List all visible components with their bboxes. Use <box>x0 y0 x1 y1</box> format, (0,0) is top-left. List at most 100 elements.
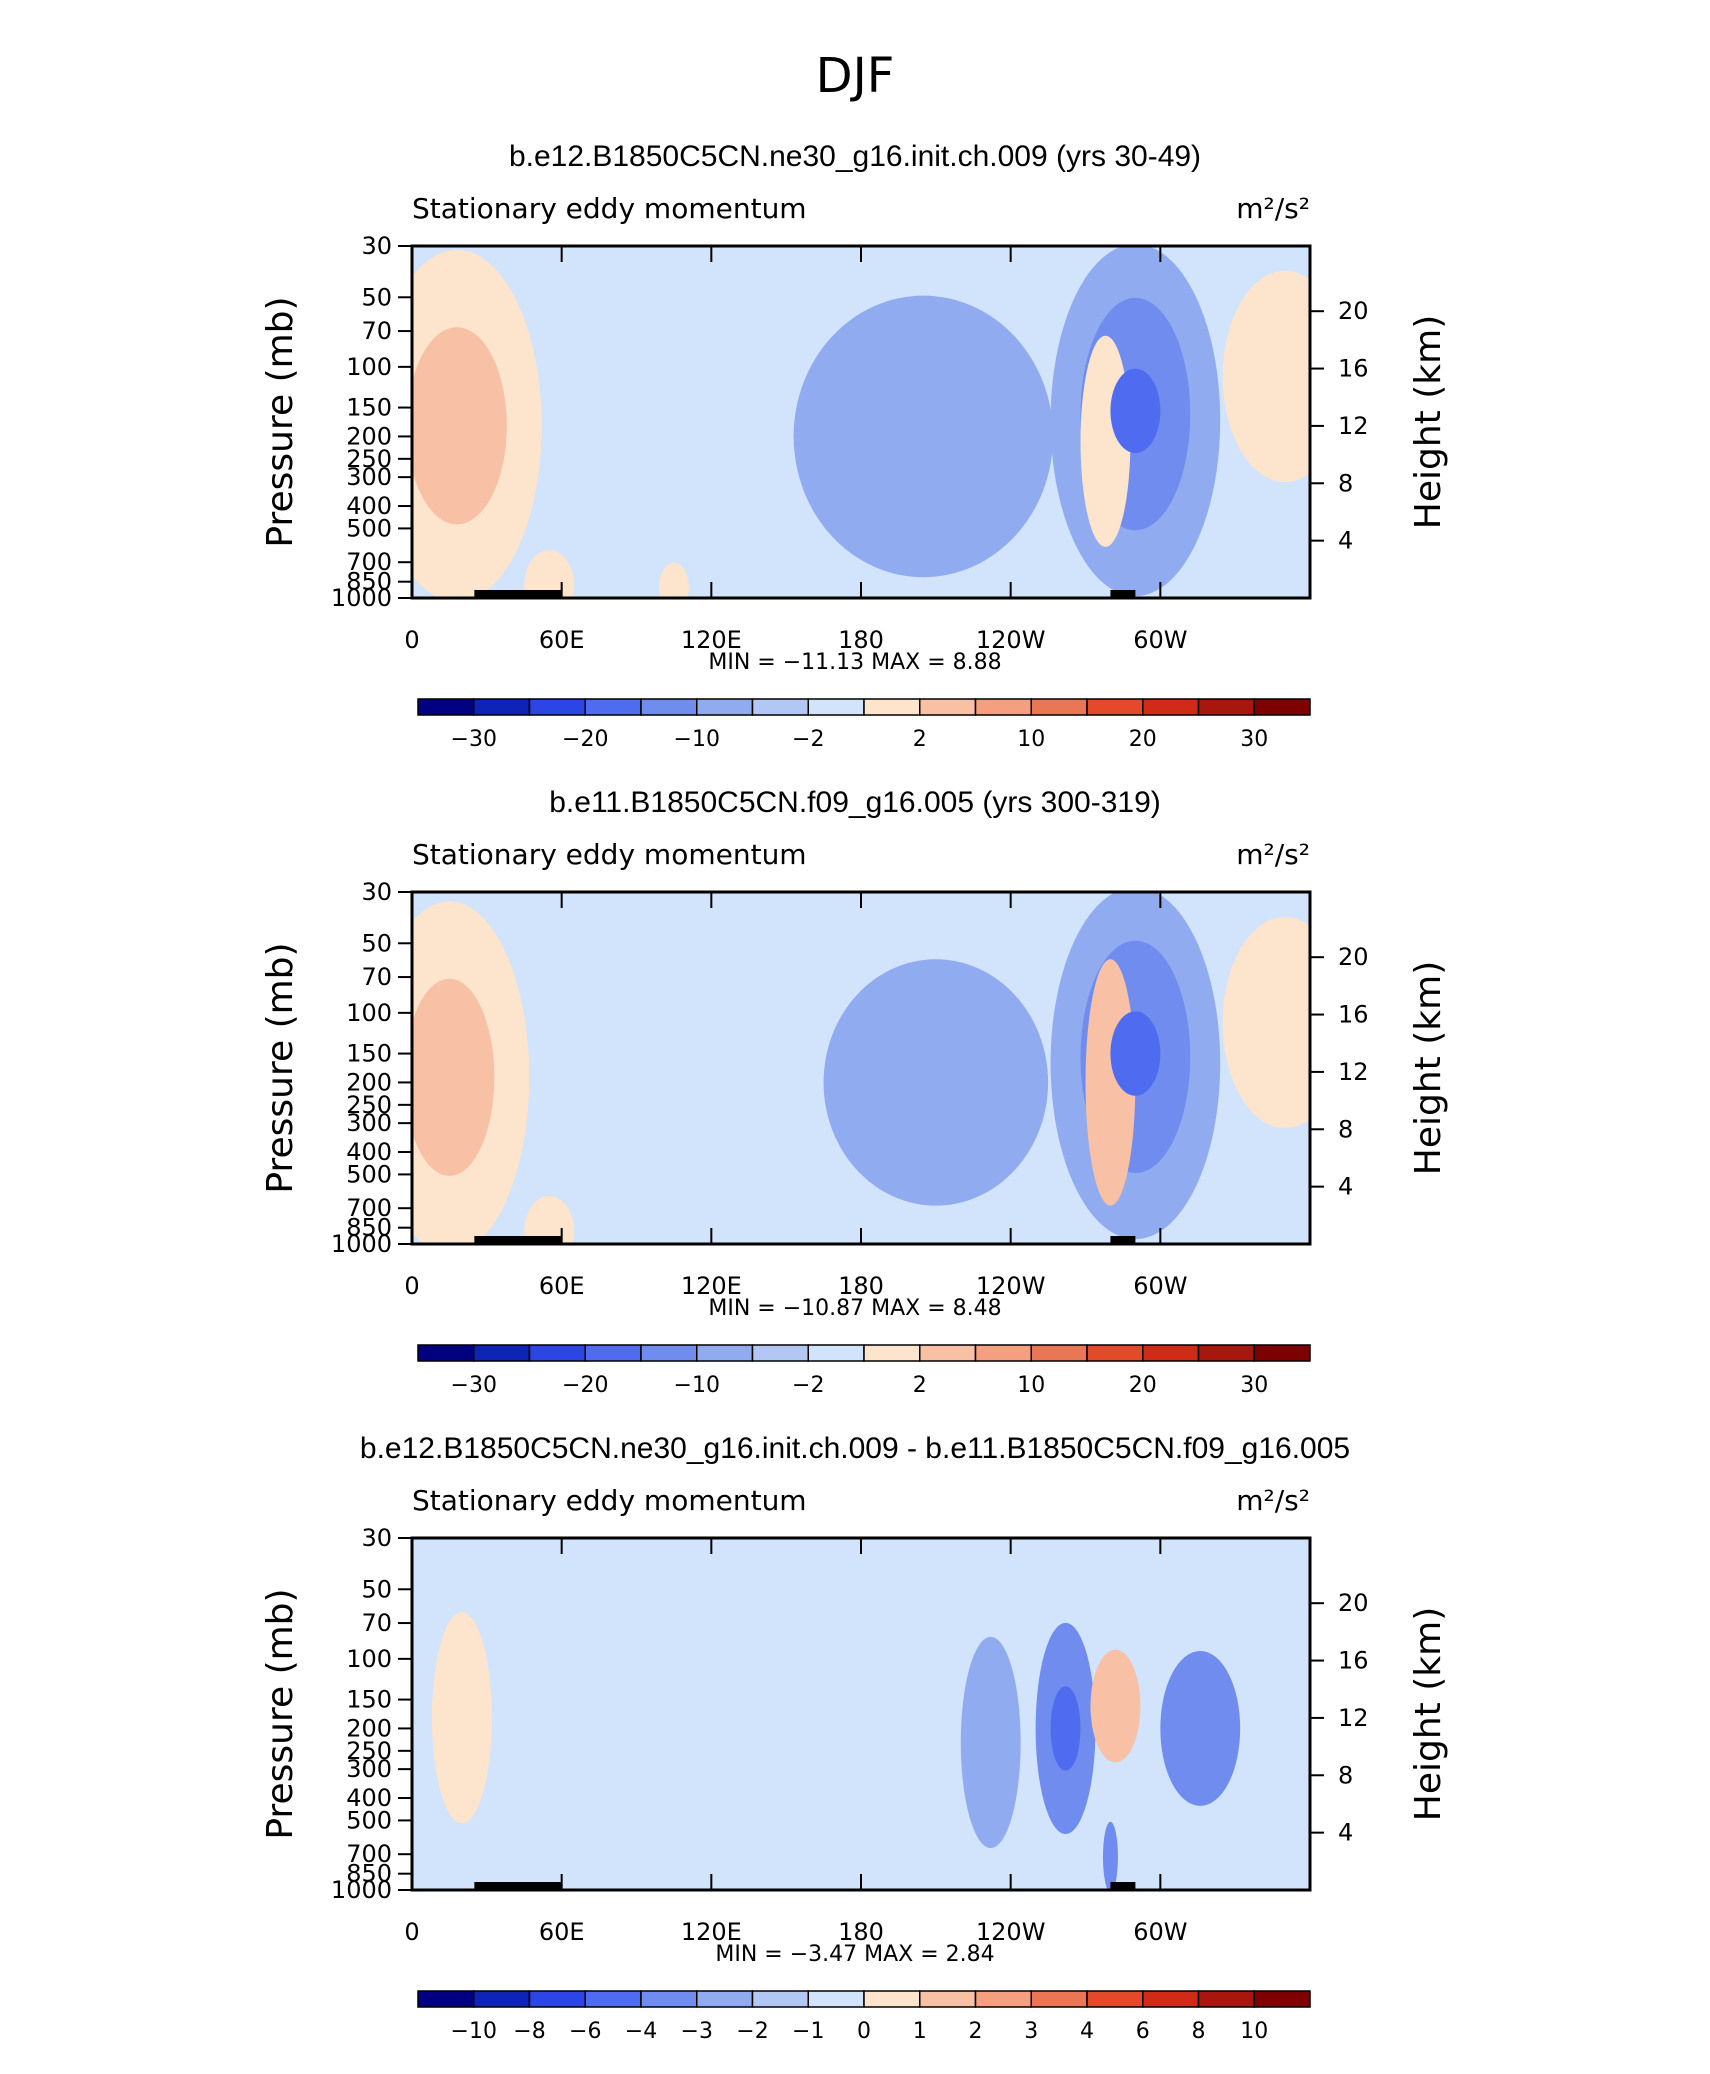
contour-feature <box>524 1195 575 1244</box>
colorbar-bin <box>751 698 809 716</box>
colorbar-label: 2 <box>969 2019 983 2044</box>
colorbar-bin <box>417 1344 475 1362</box>
colorbar-bin <box>974 698 1032 716</box>
colorbar-bin <box>640 1990 698 2008</box>
colorbar-label: −2 <box>736 2019 768 2044</box>
colorbar-bin <box>1142 698 1200 716</box>
variable-label: Stationary eddy momentum <box>412 838 807 871</box>
colorbar-label: −2 <box>792 727 824 752</box>
y-tick-label: 250 <box>346 445 392 473</box>
colorbar-label: −4 <box>625 2019 657 2044</box>
x-tick-label: 120W <box>976 1918 1046 1946</box>
colorbar-bin <box>1086 698 1144 716</box>
colorbar-bin <box>417 698 475 716</box>
contour-feature <box>1160 1650 1241 1806</box>
colorbar-bin <box>1253 1990 1311 2008</box>
y-tick-label: 200 <box>346 1714 392 1742</box>
y-axis-label: Pressure (mb) <box>260 1588 301 1839</box>
colorbar-label: −30 <box>451 1373 497 1398</box>
min-max-stats: MIN = −3.47 MAX = 2.84 <box>715 1942 994 1967</box>
colorbar-bin <box>528 1990 586 2008</box>
topography <box>511 590 550 598</box>
y-tick-label: 200 <box>346 422 392 450</box>
colorbar-label: 10 <box>1017 727 1045 752</box>
contour-feature <box>960 1636 1021 1849</box>
x-tick-label: 60E <box>539 626 585 654</box>
topography <box>1110 590 1136 598</box>
colorbar-label: −10 <box>674 727 720 752</box>
y-tick-label: 50 <box>361 929 392 957</box>
y2-tick-label: 12 <box>1338 412 1369 440</box>
contour-feature <box>536 912 936 1244</box>
colorbar-bin <box>1197 1990 1255 2008</box>
y2-axis-label: Height (km) <box>1408 1607 1449 1821</box>
panel-title: b.e12.B1850C5CN.ne30_g16.init.ch.009 (yr… <box>509 140 1201 173</box>
colorbar-label: 20 <box>1129 1373 1157 1398</box>
y-tick-label: 1000 <box>331 584 392 612</box>
y2-tick-label: 16 <box>1338 1001 1369 1029</box>
y-tick-label: 500 <box>346 1160 392 1188</box>
y-tick-label: 100 <box>346 353 392 381</box>
x-tick-label: 0 <box>404 1272 419 1300</box>
panel-title: b.e11.B1850C5CN.f09_g16.005 (yrs 300-319… <box>549 786 1161 819</box>
topography <box>511 1236 550 1244</box>
y2-tick-label: 12 <box>1338 1704 1369 1732</box>
colorbar-bin <box>974 1990 1032 2008</box>
colorbar-bin <box>807 698 865 716</box>
colorbar-bin <box>417 1990 475 2008</box>
x-tick-label: 60E <box>539 1272 585 1300</box>
y2-tick-label: 8 <box>1338 469 1353 497</box>
colorbar-label: −10 <box>674 1373 720 1398</box>
x-tick-label: 60E <box>539 1918 585 1946</box>
colorbar-label: 30 <box>1240 727 1268 752</box>
y-tick-label: 850 <box>346 1214 392 1242</box>
colorbar-bin <box>807 1990 865 2008</box>
y-tick-label: 1000 <box>331 1876 392 1904</box>
colorbar-bin <box>640 698 698 716</box>
y-tick-label: 300 <box>346 463 392 491</box>
y-tick-label: 30 <box>361 878 392 906</box>
x-tick-label: 60W <box>1133 626 1187 654</box>
y2-tick-label: 16 <box>1338 1647 1369 1675</box>
y2-tick-label: 8 <box>1338 1761 1353 1789</box>
colorbar-bin <box>1142 1990 1200 2008</box>
y-tick-label: 250 <box>346 1737 392 1765</box>
chart-panel-2: b.e11.B1850C5CN.f09_g16.005 (yrs 300-319… <box>260 786 1449 1398</box>
y2-tick-label: 12 <box>1338 1058 1369 1086</box>
colorbar-bin <box>584 698 642 716</box>
topography <box>1110 1882 1136 1890</box>
variable-label: Stationary eddy momentum <box>412 1484 807 1517</box>
y2-tick-label: 4 <box>1338 527 1353 555</box>
colorbar-bin <box>696 698 754 716</box>
contour-feature <box>1222 916 1310 1128</box>
y-tick-label: 150 <box>346 1686 392 1714</box>
contour-feature <box>611 1538 961 1890</box>
y-tick-label: 300 <box>346 1109 392 1137</box>
colorbar-label: 4 <box>1080 2019 1094 2044</box>
topography <box>1110 1236 1136 1244</box>
variable-label: Stationary eddy momentum <box>412 192 807 225</box>
contour-feature <box>1110 368 1161 454</box>
colorbar-label: 8 <box>1192 2019 1206 2044</box>
contour-feature <box>412 327 507 525</box>
contour-feature <box>793 295 1054 578</box>
units-label: m²/s² <box>1236 1484 1310 1517</box>
colorbar-label: −3 <box>681 2019 713 2044</box>
colorbar-bin <box>863 698 921 716</box>
y2-tick-label: 20 <box>1338 943 1369 971</box>
colorbar-bin <box>696 1344 754 1362</box>
x-tick-label: 0 <box>404 1918 419 1946</box>
y-tick-label: 1000 <box>331 1230 392 1258</box>
y-tick-label: 700 <box>346 1840 392 1868</box>
y-axis-label: Pressure (mb) <box>260 296 301 547</box>
contour-feature <box>1090 1649 1141 1763</box>
colorbar-bin <box>1030 698 1088 716</box>
colorbar-label: 10 <box>1240 2019 1268 2044</box>
colorbar-bin <box>1030 1990 1088 2008</box>
contour-feature <box>524 549 575 598</box>
y-tick-label: 400 <box>346 1784 392 1812</box>
y-tick-label: 200 <box>346 1068 392 1096</box>
y-tick-label: 150 <box>346 1040 392 1068</box>
colorbar-bin <box>1197 1344 1255 1362</box>
x-tick-label: 60W <box>1133 1918 1187 1946</box>
